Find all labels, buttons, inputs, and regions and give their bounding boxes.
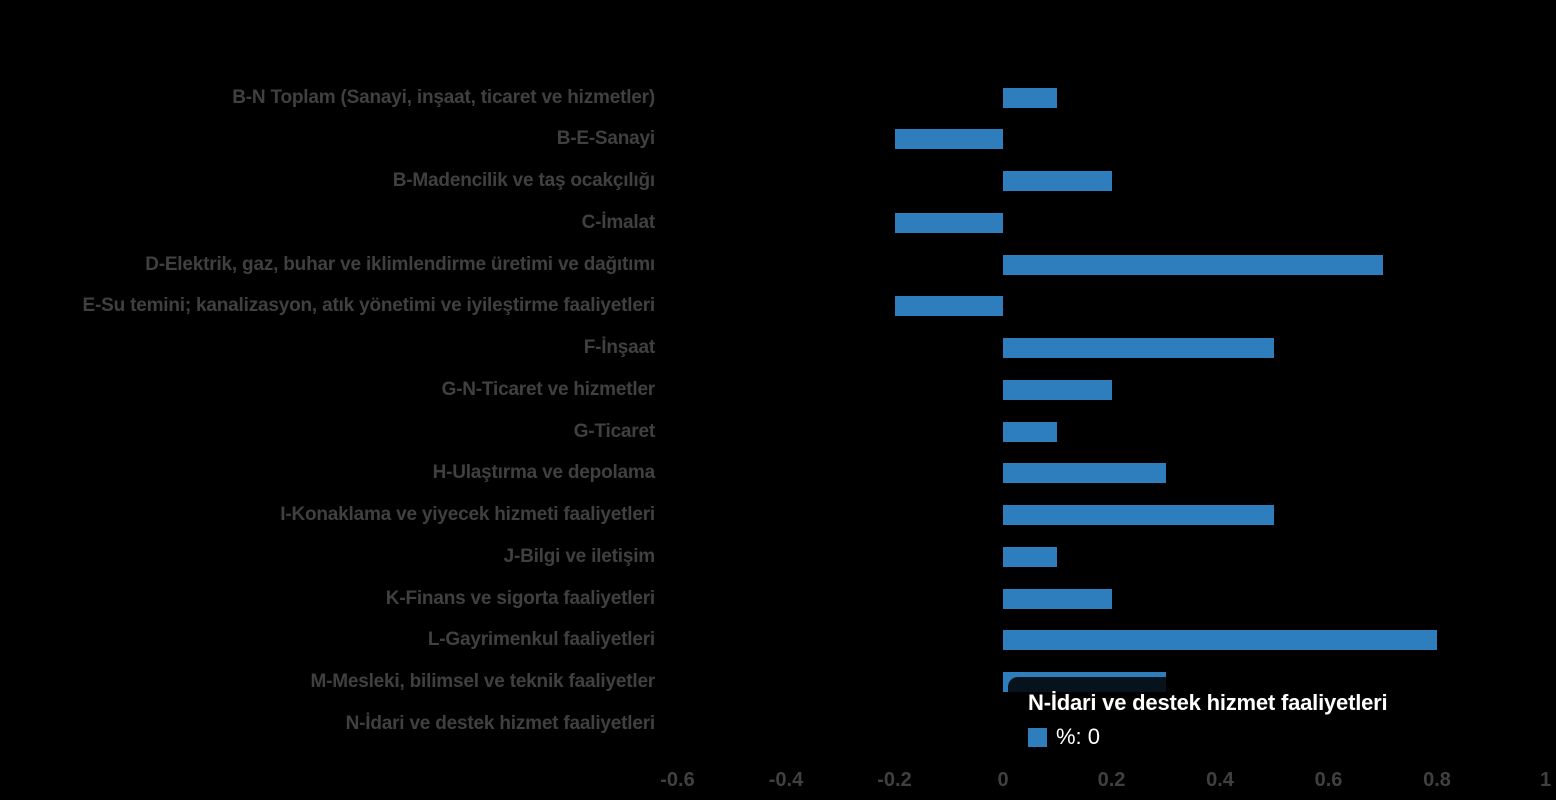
bar[interactable]: [1003, 379, 1112, 400]
x-axis-tick-label: 0.4: [1206, 769, 1234, 791]
tooltip-series-swatch: [1028, 727, 1047, 747]
bar[interactable]: [1003, 588, 1112, 609]
category-label: K-Finans ve sigorta faaliyetleri: [385, 587, 655, 609]
category-label: J-Bilgi ve iletişim: [503, 545, 656, 567]
bar[interactable]: [894, 129, 1003, 150]
category-label: B-Madencilik ve taş ocakçılığı: [392, 170, 655, 192]
category-label: N-İdari ve destek hizmet faaliyetleri: [345, 712, 656, 734]
tooltip-title: N-İdari ve destek hizmet faaliyetleri: [1028, 690, 1388, 715]
category-label: E-Su temini; kanalizasyon, atık yönetimi…: [82, 295, 656, 317]
tooltip: N-İdari ve destek hizmet faaliyetleri %:…: [1008, 677, 1448, 766]
tooltip-value: %: 0: [1056, 724, 1101, 749]
category-label: G-Ticaret: [573, 420, 655, 442]
bar[interactable]: [1003, 463, 1166, 484]
bar[interactable]: [1003, 87, 1058, 108]
x-axis-tick-label: -0.4: [768, 769, 804, 791]
bar[interactable]: [1003, 171, 1112, 192]
category-label: G-N-Ticaret ve hizmetler: [441, 378, 656, 400]
category-label: H-Ulaştırma ve depolama: [432, 462, 656, 484]
bar[interactable]: [1003, 421, 1058, 442]
x-axis-tick-label: -0.6: [660, 769, 695, 791]
bar[interactable]: [1003, 505, 1275, 526]
x-axis-tick-label: 1: [1539, 769, 1552, 791]
bar[interactable]: [1003, 546, 1058, 567]
category-label: B-N Toplam (Sanayi, inşaat, ticaret ve h…: [232, 86, 655, 108]
category-label: F-İnşaat: [583, 337, 655, 359]
bar[interactable]: [894, 212, 1003, 233]
x-axis-tick-label: 0: [997, 769, 1009, 791]
x-axis-tick-label: 0.6: [1314, 769, 1343, 791]
bar[interactable]: [1003, 254, 1383, 275]
category-label: B-E-Sanayi: [556, 128, 656, 150]
x-axis-tick-label: 0.2: [1097, 769, 1126, 791]
x-axis-tick-label: 0.8: [1423, 769, 1451, 791]
category-label: M-Mesleki, bilimsel ve teknik faaliyetle…: [310, 671, 655, 693]
bar[interactable]: [894, 296, 1003, 317]
bar[interactable]: [1003, 338, 1275, 359]
category-label: L-Gayrimenkul faaliyetleri: [427, 629, 655, 651]
category-label: C-İmalat: [581, 211, 656, 233]
category-label: I-Konaklama ve yiyecek hizmeti faaliyetl…: [280, 504, 655, 526]
bar[interactable]: [1003, 630, 1437, 651]
x-axis-tick-label: -0.2: [877, 769, 912, 791]
category-label: D-Elektrik, gaz, buhar ve iklimlendirme …: [145, 253, 655, 275]
tooltip-series-row: %: 0: [1028, 725, 1430, 749]
